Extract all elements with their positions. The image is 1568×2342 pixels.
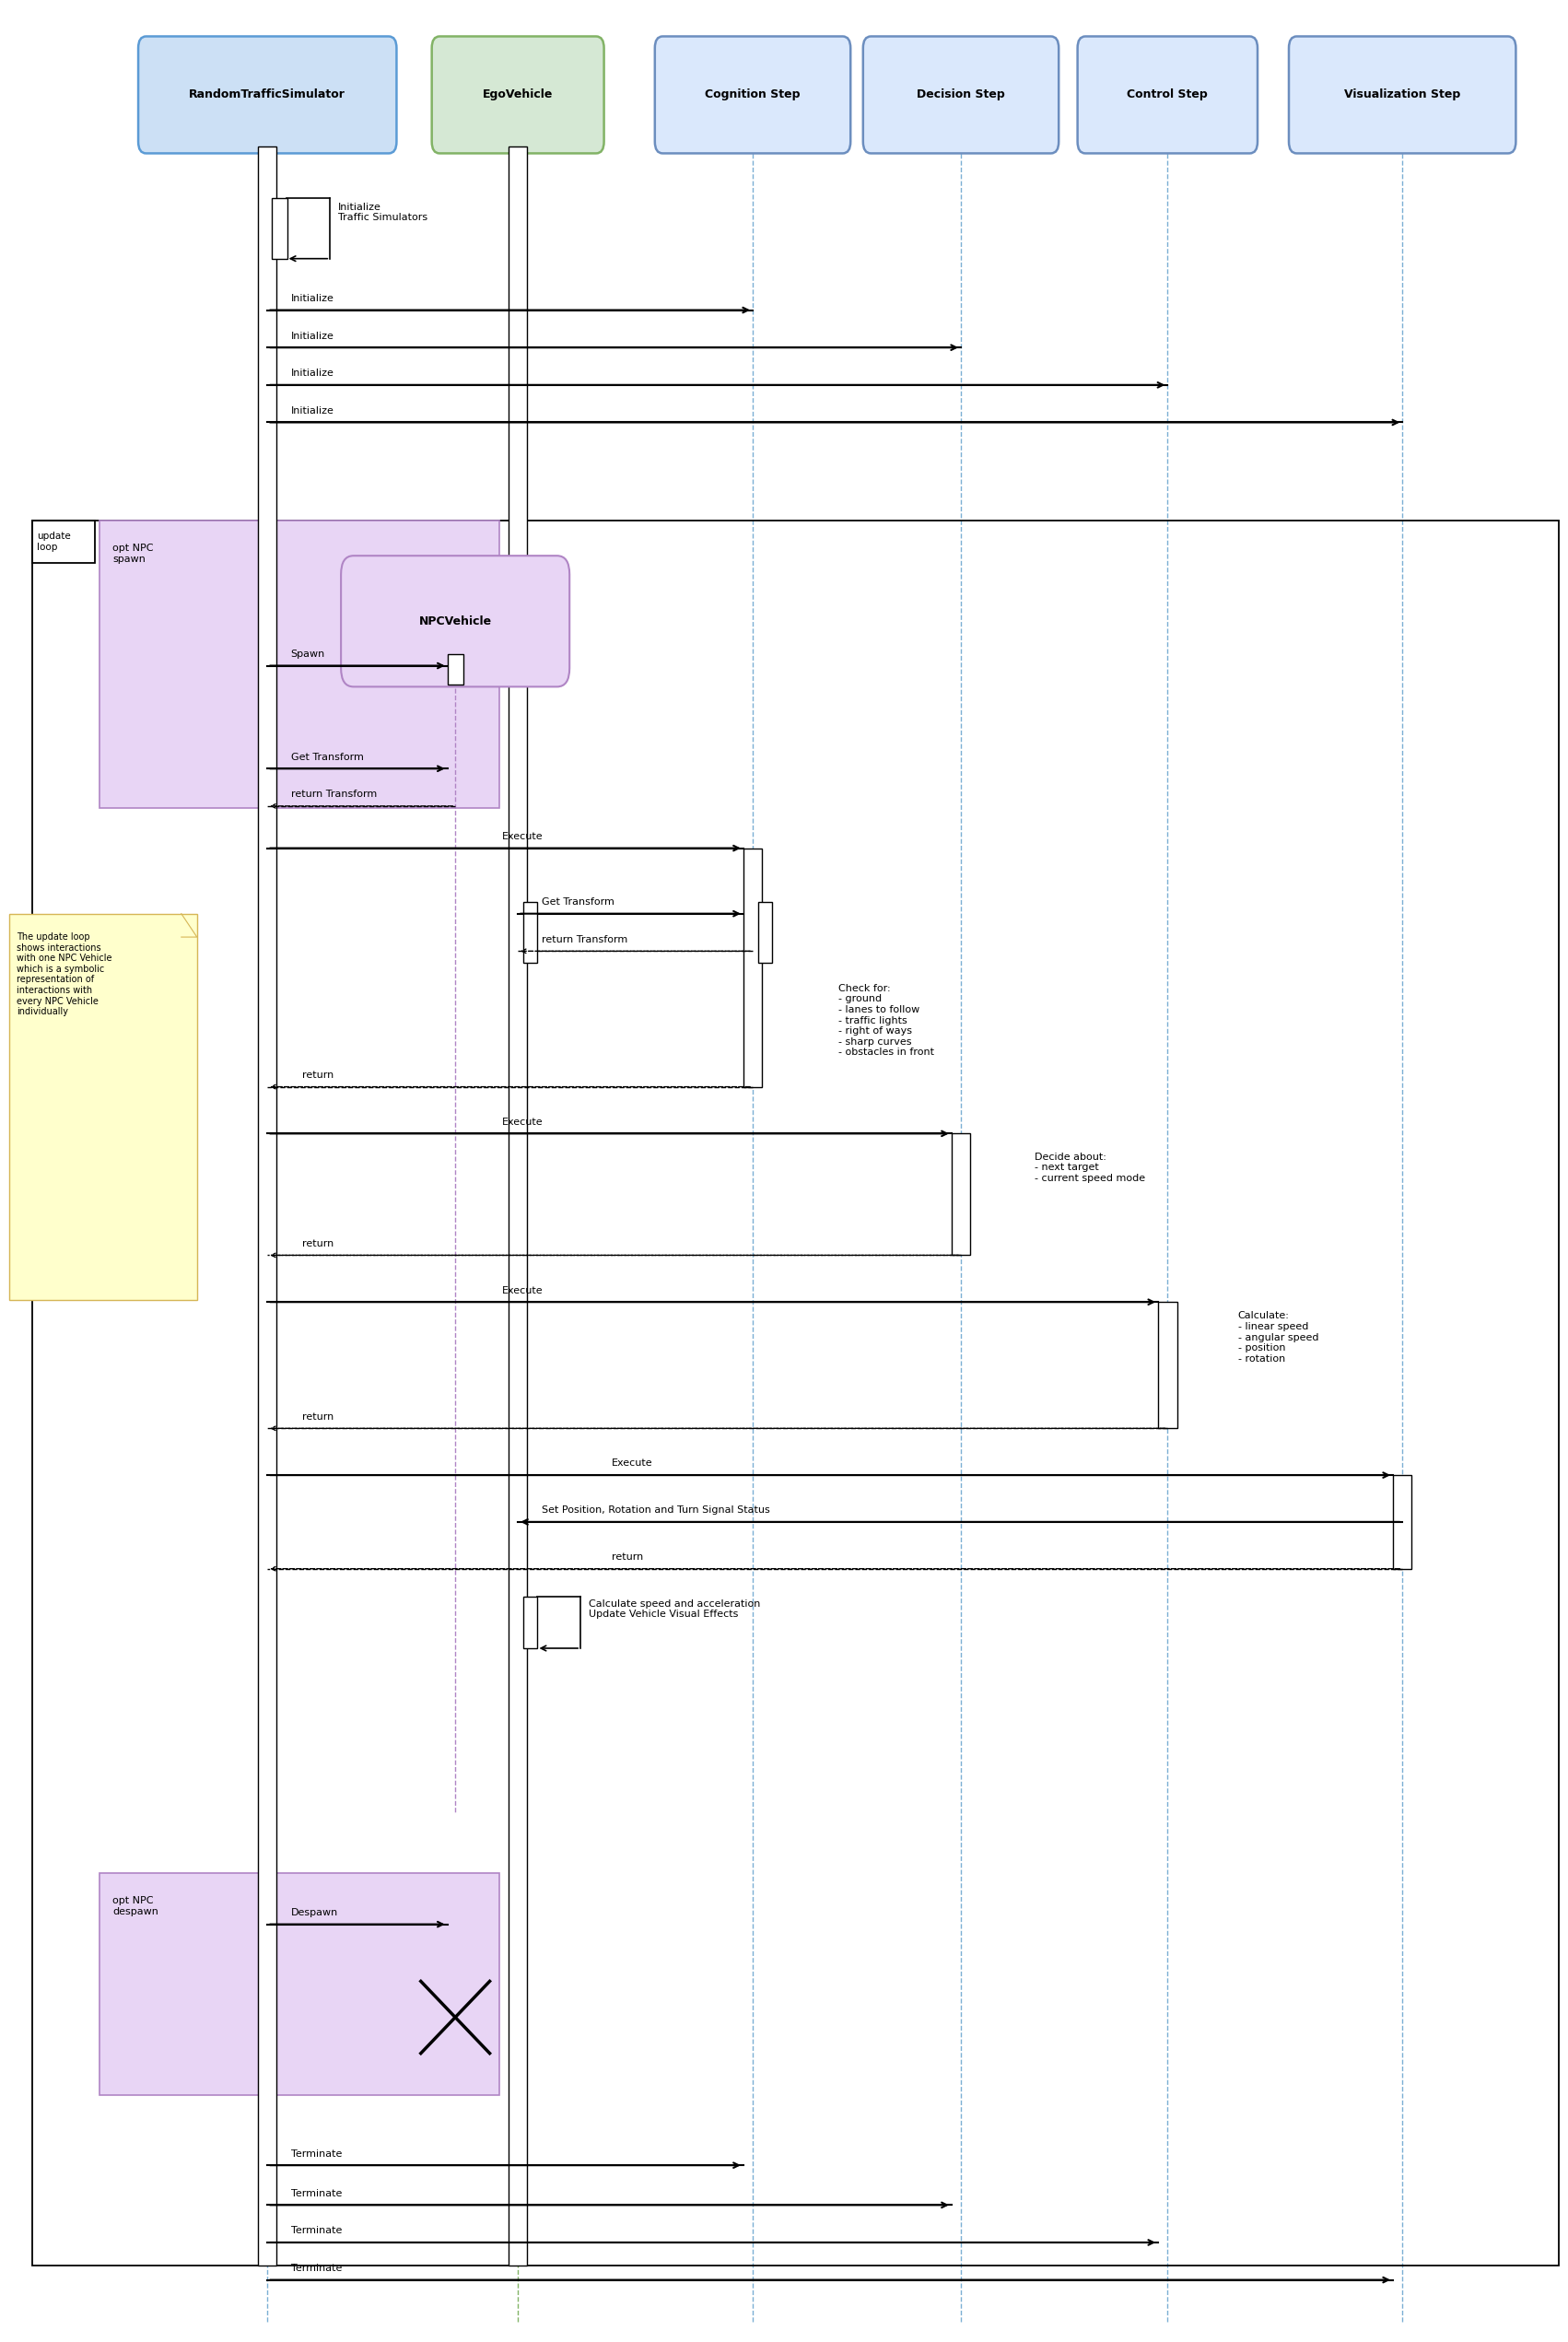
FancyBboxPatch shape	[431, 37, 604, 152]
Bar	[273, 197, 289, 258]
Bar	[447, 653, 463, 684]
Text: RandomTrafficSimulator: RandomTrafficSimulator	[190, 89, 345, 101]
FancyBboxPatch shape	[138, 37, 397, 152]
FancyBboxPatch shape	[1289, 37, 1516, 152]
Text: Initialize: Initialize	[292, 405, 334, 415]
FancyBboxPatch shape	[1077, 37, 1258, 152]
Text: update
loop: update loop	[38, 532, 71, 553]
FancyBboxPatch shape	[340, 555, 569, 686]
Text: return: return	[303, 1239, 334, 1248]
Bar	[759, 902, 773, 963]
Text: Execute: Execute	[502, 1286, 544, 1295]
Text: return Transform: return Transform	[292, 789, 376, 799]
Text: Execute: Execute	[502, 831, 544, 841]
Text: return: return	[303, 1412, 334, 1422]
FancyBboxPatch shape	[655, 37, 850, 152]
Text: return: return	[612, 1553, 643, 1562]
Bar	[33, 520, 96, 562]
Text: Terminate: Terminate	[292, 2150, 342, 2159]
Text: Calculate speed and acceleration
Update Vehicle Visual Effects: Calculate speed and acceleration Update …	[588, 1600, 760, 1618]
Text: Despawn: Despawn	[292, 1909, 339, 1918]
Text: Spawn: Spawn	[292, 649, 325, 658]
Text: Initialize
Traffic Simulators: Initialize Traffic Simulators	[337, 201, 428, 222]
Text: The update loop
shows interactions
with one NPC Vehicle
which is a symbolic
repr: The update loop shows interactions with …	[17, 932, 113, 1016]
Text: Terminate: Terminate	[292, 2190, 342, 2199]
Bar	[524, 902, 538, 963]
Bar	[259, 145, 278, 2265]
Bar	[9, 913, 198, 1300]
Bar	[524, 1597, 538, 1649]
Bar	[100, 520, 499, 808]
Text: Terminate: Terminate	[292, 2265, 342, 2272]
Text: Get Transform: Get Transform	[292, 752, 364, 761]
Text: Initialize: Initialize	[292, 368, 334, 377]
Text: Terminate: Terminate	[292, 2227, 342, 2237]
Text: Execute: Execute	[502, 1117, 544, 1127]
Text: NPCVehicle: NPCVehicle	[419, 616, 492, 628]
Text: opt NPC
despawn: opt NPC despawn	[113, 1897, 158, 1916]
Bar	[508, 145, 527, 2265]
Bar	[1159, 1302, 1178, 1429]
Text: Calculate:
- linear speed
- angular speed
- position
- rotation: Calculate: - linear speed - angular spee…	[1239, 1312, 1319, 1363]
Text: Visualization Step: Visualization Step	[1344, 89, 1460, 101]
Text: Decision Step: Decision Step	[917, 89, 1005, 101]
Text: Control Step: Control Step	[1127, 89, 1207, 101]
Bar	[952, 1134, 971, 1255]
Text: Check for:
- ground
- lanes to follow
- traffic lights
- right of ways
- sharp c: Check for: - ground - lanes to follow - …	[839, 984, 935, 1056]
Bar	[743, 848, 762, 1087]
Text: Execute: Execute	[612, 1459, 652, 1468]
Text: Cognition Step: Cognition Step	[706, 89, 800, 101]
Text: Decide about:
- next target
- current speed mode: Decide about: - next target - current sp…	[1035, 1152, 1145, 1183]
Text: Initialize: Initialize	[292, 330, 334, 340]
Text: return Transform: return Transform	[541, 934, 627, 944]
Text: EgoVehicle: EgoVehicle	[483, 89, 554, 101]
Bar	[33, 520, 1559, 2265]
Bar	[100, 1874, 499, 2096]
Text: Set Position, Rotation and Turn Signal Status: Set Position, Rotation and Turn Signal S…	[541, 1506, 770, 1515]
Text: Initialize: Initialize	[292, 293, 334, 302]
FancyBboxPatch shape	[862, 37, 1058, 152]
Text: return: return	[303, 1070, 334, 1080]
Text: opt NPC
spawn: opt NPC spawn	[113, 543, 154, 564]
Bar	[1392, 1475, 1411, 1569]
Text: Get Transform: Get Transform	[541, 897, 615, 906]
